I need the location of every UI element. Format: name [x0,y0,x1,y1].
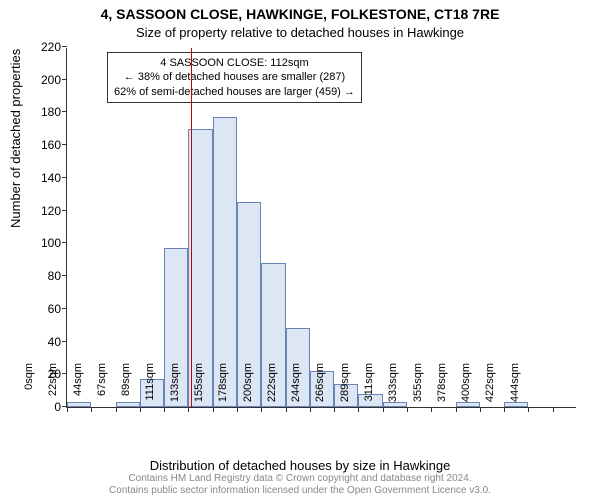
x-tick-mark [140,407,141,412]
x-tick-label: 89sqm [120,363,132,413]
annotation-line-2: ← 38% of detached houses are smaller (28… [114,70,355,84]
x-tick-label: 222sqm [266,363,278,413]
x-tick-label: 311sqm [363,363,375,413]
x-tick-mark [188,407,189,412]
x-tick-label: 400sqm [460,363,472,413]
x-tick-mark [310,407,311,412]
x-tick-label: 133sqm [169,363,181,413]
y-tick-mark [62,373,67,374]
y-tick-label: 60 [21,302,67,316]
y-tick-mark [62,46,67,47]
y-tick-mark [62,79,67,80]
x-tick-mark [334,407,335,412]
x-tick-label: 266sqm [314,363,326,413]
x-tick-label: 0sqm [23,363,35,413]
x-tick-mark [164,407,165,412]
y-tick-mark [62,275,67,276]
x-tick-mark [504,407,505,412]
x-tick-mark [116,407,117,412]
y-tick-label: 40 [21,335,67,349]
x-tick-mark [286,407,287,412]
plot-area: 4 SASSOON CLOSE: 112sqm ← 38% of detache… [66,48,576,408]
annotation-line-1: 4 SASSOON CLOSE: 112sqm [114,56,355,70]
x-tick-label: 200sqm [242,363,254,413]
x-tick-mark [67,407,68,412]
x-tick-label: 244sqm [290,363,302,413]
x-tick-mark [456,407,457,412]
x-tick-label: 333sqm [387,363,399,413]
y-tick-mark [62,341,67,342]
y-tick-mark [62,308,67,309]
x-tick-label: 355sqm [412,363,424,413]
marker-line [191,48,192,407]
y-tick-mark [62,177,67,178]
x-tick-mark [383,407,384,412]
x-tick-mark [237,407,238,412]
annotation-line-3: 62% of semi-detached houses are larger (… [114,85,355,99]
y-tick-mark [62,144,67,145]
x-tick-label: 67sqm [96,363,108,413]
x-tick-mark [213,407,214,412]
y-tick-mark [62,242,67,243]
x-tick-label: 111sqm [144,363,156,413]
y-tick-mark [62,210,67,211]
attribution-line-1: Contains HM Land Registry data © Crown c… [0,473,600,485]
x-tick-label: 289sqm [339,363,351,413]
chart-title-sub: Size of property relative to detached ho… [0,25,600,40]
annotation-box: 4 SASSOON CLOSE: 112sqm ← 38% of detache… [107,52,362,103]
attribution-line-2: Contains public sector information licen… [0,485,600,497]
x-tick-label: 44sqm [72,363,84,413]
x-tick-mark [407,407,408,412]
chart-container: 4, SASSOON CLOSE, HAWKINGE, FOLKESTONE, … [0,0,600,500]
y-tick-mark [62,111,67,112]
x-tick-label: 155sqm [193,363,205,413]
x-tick-label: 378sqm [436,363,448,413]
x-axis-label: Distribution of detached houses by size … [0,458,600,473]
x-tick-label: 22sqm [47,363,59,413]
x-tick-label: 422sqm [484,363,496,413]
y-tick-label: 120 [21,204,67,218]
chart-title-main: 4, SASSOON CLOSE, HAWKINGE, FOLKESTONE, … [0,6,600,22]
attribution: Contains HM Land Registry data © Crown c… [0,473,600,497]
y-tick-label: 160 [21,138,67,152]
y-tick-label: 80 [21,269,67,283]
y-tick-label: 220 [21,40,67,54]
x-tick-mark [480,407,481,412]
x-tick-label: 178sqm [217,363,229,413]
x-tick-mark [431,407,432,412]
x-tick-mark [553,407,554,412]
y-tick-label: 100 [21,236,67,250]
x-tick-mark [528,407,529,412]
y-tick-label: 180 [21,105,67,119]
y-tick-label: 200 [21,73,67,87]
x-tick-label: 444sqm [509,363,521,413]
y-tick-label: 140 [21,171,67,185]
x-tick-mark [358,407,359,412]
x-tick-mark [261,407,262,412]
x-tick-mark [91,407,92,412]
